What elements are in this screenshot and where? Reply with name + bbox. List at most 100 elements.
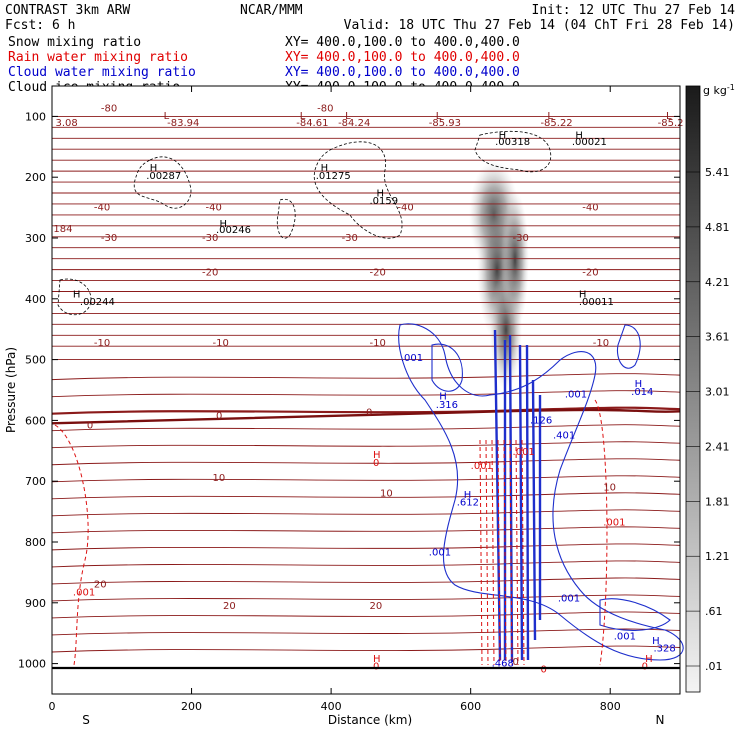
low-value-label: -83.94 [167, 118, 199, 129]
temperature-contour-label: -80 [101, 104, 117, 115]
colorbar-scale [685, 85, 701, 693]
forecast-hour: Fcst: 6 h [5, 18, 75, 33]
plot-background [52, 86, 680, 694]
rain-label: .001 [603, 518, 625, 529]
rain-contours [54, 399, 608, 666]
field-xy-rain: XY= 400.0,100.0 to 400.0,400.0 [285, 50, 520, 65]
colorbar-unit: g kg-1 [703, 83, 735, 97]
temperature-contour-label: -10 [593, 338, 609, 349]
cloud-water-label: .001 [429, 547, 451, 558]
y-tick-label: 1000 [18, 658, 46, 671]
high-marker: H [373, 654, 381, 665]
x-tick-label: 600 [460, 700, 481, 713]
cloud-water-label: .001 [401, 353, 423, 364]
low-marker: L [436, 111, 442, 122]
snow-contour-1 [133, 156, 192, 209]
colorbar-label: 1.81 [705, 495, 730, 508]
axis-ticks: 0 200 400 600 800100200300400500600700800900… [18, 86, 680, 713]
low-value-label: 3.08 [55, 118, 77, 129]
temperature-contour-label: -30 [342, 233, 358, 244]
high-marker: H [645, 654, 653, 665]
temperature-contour-label: -40 [206, 203, 222, 214]
high-marker: H [219, 219, 227, 230]
y-tick-label: 100 [25, 110, 46, 123]
temperature-contour-label: -30 [513, 233, 529, 244]
temperature-isotherm [51, 594, 681, 602]
temperature-isotherm [51, 492, 681, 500]
field-name-rain: Rain water mixing ratio [8, 50, 188, 65]
snow-contour-5 [57, 278, 92, 316]
colorbar-label: 3.61 [705, 331, 730, 344]
y-tick-label: 300 [25, 232, 46, 245]
high-marker: H [321, 163, 329, 174]
rain-label: 0 [540, 665, 546, 676]
low-marker: L [547, 111, 553, 122]
high-marker: H [439, 392, 447, 403]
snow-max-label: .00244 [80, 297, 115, 308]
rain-label: 0 [373, 458, 379, 469]
high-marker: H [150, 163, 158, 174]
low-value-label: 184 [53, 224, 72, 235]
y-tick-label: 700 [25, 475, 46, 488]
temperature-contour-label: -30 [101, 233, 117, 244]
snow-contour-4 [474, 130, 552, 173]
snow-max-label: .00011 [579, 297, 614, 308]
temperature-contour-label: -20 [582, 268, 598, 279]
high-marker: H [652, 636, 660, 647]
colorbar-label: 3.01 [705, 386, 730, 399]
x-tick-label: 400 [321, 700, 342, 713]
cloud-water-label: .468 [492, 659, 514, 670]
temperature-contour-label: -20 [202, 268, 218, 279]
temperature-contour-label: -40 [397, 203, 413, 214]
high-marker: H [376, 189, 384, 200]
snow-contours [57, 130, 552, 316]
rain-contour-west [54, 424, 89, 666]
colorbar-label: 2.41 [705, 440, 730, 453]
temperature-isotherm [51, 390, 681, 398]
high-marker: H [373, 450, 381, 461]
y-tick-label: 200 [25, 171, 46, 184]
cloud-water-label: .001 [614, 631, 636, 642]
init-time: Init: 12 UTC Thu 27 Feb 14 [532, 3, 736, 18]
y-tick-label: 900 [25, 597, 46, 610]
cloud-water-label: .612 [457, 498, 479, 509]
y-tick-label: 800 [25, 536, 46, 549]
y-tick-label: 400 [25, 293, 46, 306]
cloud-water-label: .014 [631, 387, 653, 398]
colorbar-label: .61 [705, 605, 723, 618]
temperature-contour-label: -80 [317, 104, 333, 115]
colorbar: g kg-1 5.41 4.81 4.21 3.61 3.01 2.41 1.81 1.21.… [685, 83, 735, 693]
contour-labels: -80 -80 -40 -40 -40 -40 -30 -30 -30 -30 -20 -20 -20 -… [53, 104, 683, 676]
high-marker: H [635, 379, 643, 390]
cloud-water-blob-2 [616, 324, 641, 369]
temperature-isotherm [51, 424, 681, 432]
temperature-contour-label: -10 [94, 338, 110, 349]
cloud-water-blob-3 [599, 598, 671, 631]
high-marker: H [73, 290, 81, 301]
plot-area: -80 -80 -40 -40 -40 -40 -30 -30 -30 -30 -20 -20 -20 -… [51, 86, 684, 694]
rain-core-lines [479, 439, 525, 666]
temperature-contour-label: -40 [582, 203, 598, 214]
cloud-water-label: .001 [565, 389, 587, 400]
snow-max-label: .0159 [369, 196, 398, 207]
temperature-isotherm [51, 543, 681, 551]
rain-contour-east [594, 399, 608, 666]
zero-isotherm [51, 408, 681, 425]
low-value-label: -85.22 [540, 118, 572, 129]
temperature-isotherm [51, 373, 681, 381]
valid-time: Valid: 18 UTC Thu 27 Feb 14 (04 ChT Fri … [344, 18, 735, 33]
low-marker: L [666, 111, 672, 122]
x-axis-label: Distance (km) [328, 713, 412, 727]
end-label-north: N [656, 713, 665, 727]
rain-label: .001 [513, 447, 535, 458]
snow-contour-2 [313, 141, 403, 239]
temperature-isotherm [51, 577, 681, 585]
colorbar-label: 1.21 [705, 550, 730, 563]
low-marker: L [300, 111, 306, 122]
cloud-water-label: .001 [558, 594, 580, 605]
colorbar-labels: 5.41 4.81 4.21 3.61 3.01 2.41 1.81 1.21 .61 .01 [686, 166, 730, 673]
figure-title: CONTRAST 3km ARW [5, 3, 130, 18]
temperature-contour-label: -40 [94, 203, 110, 214]
snow-max-label: .00246 [216, 225, 251, 236]
